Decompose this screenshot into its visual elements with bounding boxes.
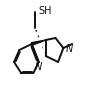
Text: SH: SH xyxy=(39,6,52,16)
Text: N: N xyxy=(35,62,42,72)
Polygon shape xyxy=(31,40,46,45)
Text: N: N xyxy=(66,44,73,54)
